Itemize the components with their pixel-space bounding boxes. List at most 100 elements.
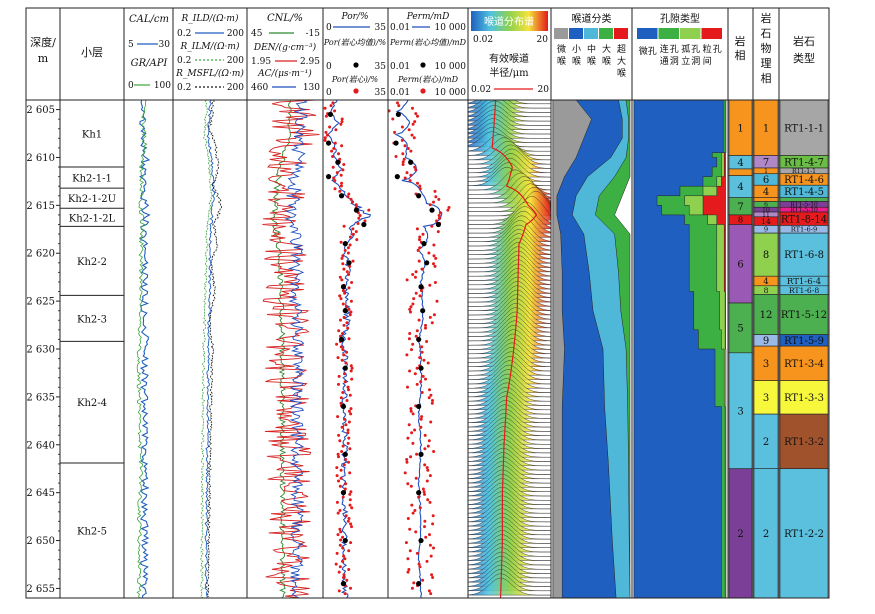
perm-core-point (401, 163, 405, 166)
perm-core-point (402, 157, 406, 161)
perm-core-point (430, 401, 434, 405)
petro-facies-block (753, 468, 779, 599)
petro-facies-block (753, 345, 779, 381)
rock-type-label: RT1-5-10 (790, 201, 818, 208)
layer-header: 小层 (81, 46, 103, 59)
por-core-point (338, 527, 342, 531)
por-core-point (351, 227, 355, 231)
perm-avg-range-min: 0.01 (390, 62, 410, 72)
throat-class-label: 喉 (602, 55, 611, 67)
throat-class-swatch (569, 28, 583, 39)
rock-type-label: RT1-6-4 (787, 277, 822, 287)
perm-core-point (424, 377, 427, 381)
perm-core-point (410, 431, 414, 435)
lithofacies-header: 岩 (735, 34, 746, 48)
perm-core-point (415, 452, 419, 456)
perm-avg-point (408, 159, 414, 165)
rock-type-block (779, 232, 829, 277)
por-core-point (341, 495, 345, 499)
por-core-point (338, 484, 342, 488)
spectrum-colorbar (471, 11, 548, 31)
por-core-point (367, 208, 371, 212)
layer-label: Kh2-1-1 (72, 174, 112, 185)
perm-avg-point (416, 336, 422, 343)
perm-core-point (426, 468, 430, 472)
perm-core-point (403, 144, 407, 148)
perm-curve (394, 99, 443, 599)
lithofacies-header: 相 (735, 49, 746, 62)
por-core-point (347, 192, 351, 196)
perm-core-point (413, 509, 417, 512)
perm-core-point (415, 366, 419, 370)
por-core-point (345, 350, 349, 354)
por-core-point (337, 589, 341, 593)
por-core-point (348, 264, 352, 268)
cal-range-min: 5 (128, 40, 134, 50)
perm-core-point (418, 246, 422, 250)
cal-header: CAL/cm (129, 14, 169, 25)
ac-curve (284, 99, 308, 599)
por-range-min: 0 (326, 23, 332, 33)
perm-core-point (406, 570, 410, 574)
perm-core-point (431, 399, 434, 402)
perm-core-point (413, 275, 417, 279)
por-core-point (323, 106, 327, 110)
por-core-point (335, 474, 339, 478)
por-core-point (355, 238, 359, 242)
perm-avg-point (395, 111, 401, 117)
depth-tick-label: 2 605 (26, 105, 55, 116)
por-core-point (350, 377, 354, 381)
petro-facies-label: 1 (764, 168, 768, 175)
perm-core-point (432, 546, 435, 550)
por-core-point (354, 230, 358, 234)
perm-avg-point (435, 221, 441, 228)
por-avg-point (342, 451, 348, 457)
por-core-point (333, 187, 337, 191)
rmsfl-range-max: 200 (227, 83, 244, 93)
throat-class-swatch (554, 28, 568, 39)
perm-core-point (409, 484, 413, 488)
rock-type-label: RT1-8-14 (781, 214, 827, 225)
perm-avg-point (418, 537, 424, 544)
perm-avg-point (420, 308, 426, 314)
lithofacies-block (728, 168, 753, 176)
gr-header: GR/API (131, 58, 169, 69)
por-core-point (346, 246, 350, 250)
perm-core-point (408, 332, 412, 335)
petro-facies-label: 4 (763, 187, 769, 198)
perm-core-point (431, 522, 435, 526)
por-core-point (354, 203, 358, 207)
por-core-point (347, 409, 351, 413)
por-core-point (341, 348, 345, 352)
rock-type-label: RT1-3-3 (784, 393, 824, 404)
throat-class-area-small (552, 99, 623, 599)
pore-type-swatch (637, 28, 658, 39)
perm-core-point (414, 112, 418, 116)
petro-facies-label: 2 (763, 437, 769, 448)
perm-core-point (397, 104, 401, 108)
petro-facies-label: 4 (763, 277, 769, 287)
effective-radius-curve (491, 99, 538, 599)
throat-class-label: 中 (587, 43, 596, 55)
perm-core-point (429, 420, 433, 424)
perm-core-point (422, 490, 426, 494)
layer-label: Kh2-3 (77, 314, 107, 325)
perm-core-point (418, 187, 422, 191)
lithofacies-label: 2 (737, 529, 743, 540)
por-core-point (348, 492, 352, 496)
por-core-point (337, 329, 341, 333)
por-core-point (346, 326, 350, 330)
perm-core-point (426, 498, 430, 502)
por-core-point (347, 307, 351, 311)
petro-facies-label: 6 (764, 201, 768, 208)
perm-core-point (424, 326, 427, 330)
por-core-point (349, 490, 353, 494)
ac-header: AC/(μs·m⁻¹) (257, 68, 312, 79)
por-core-point (342, 573, 346, 577)
throat-class-swatch (614, 28, 628, 39)
perm-core-point (431, 514, 435, 518)
gr-curve (136, 99, 148, 599)
perm-core-point (425, 479, 429, 483)
por-core-point (339, 530, 343, 534)
